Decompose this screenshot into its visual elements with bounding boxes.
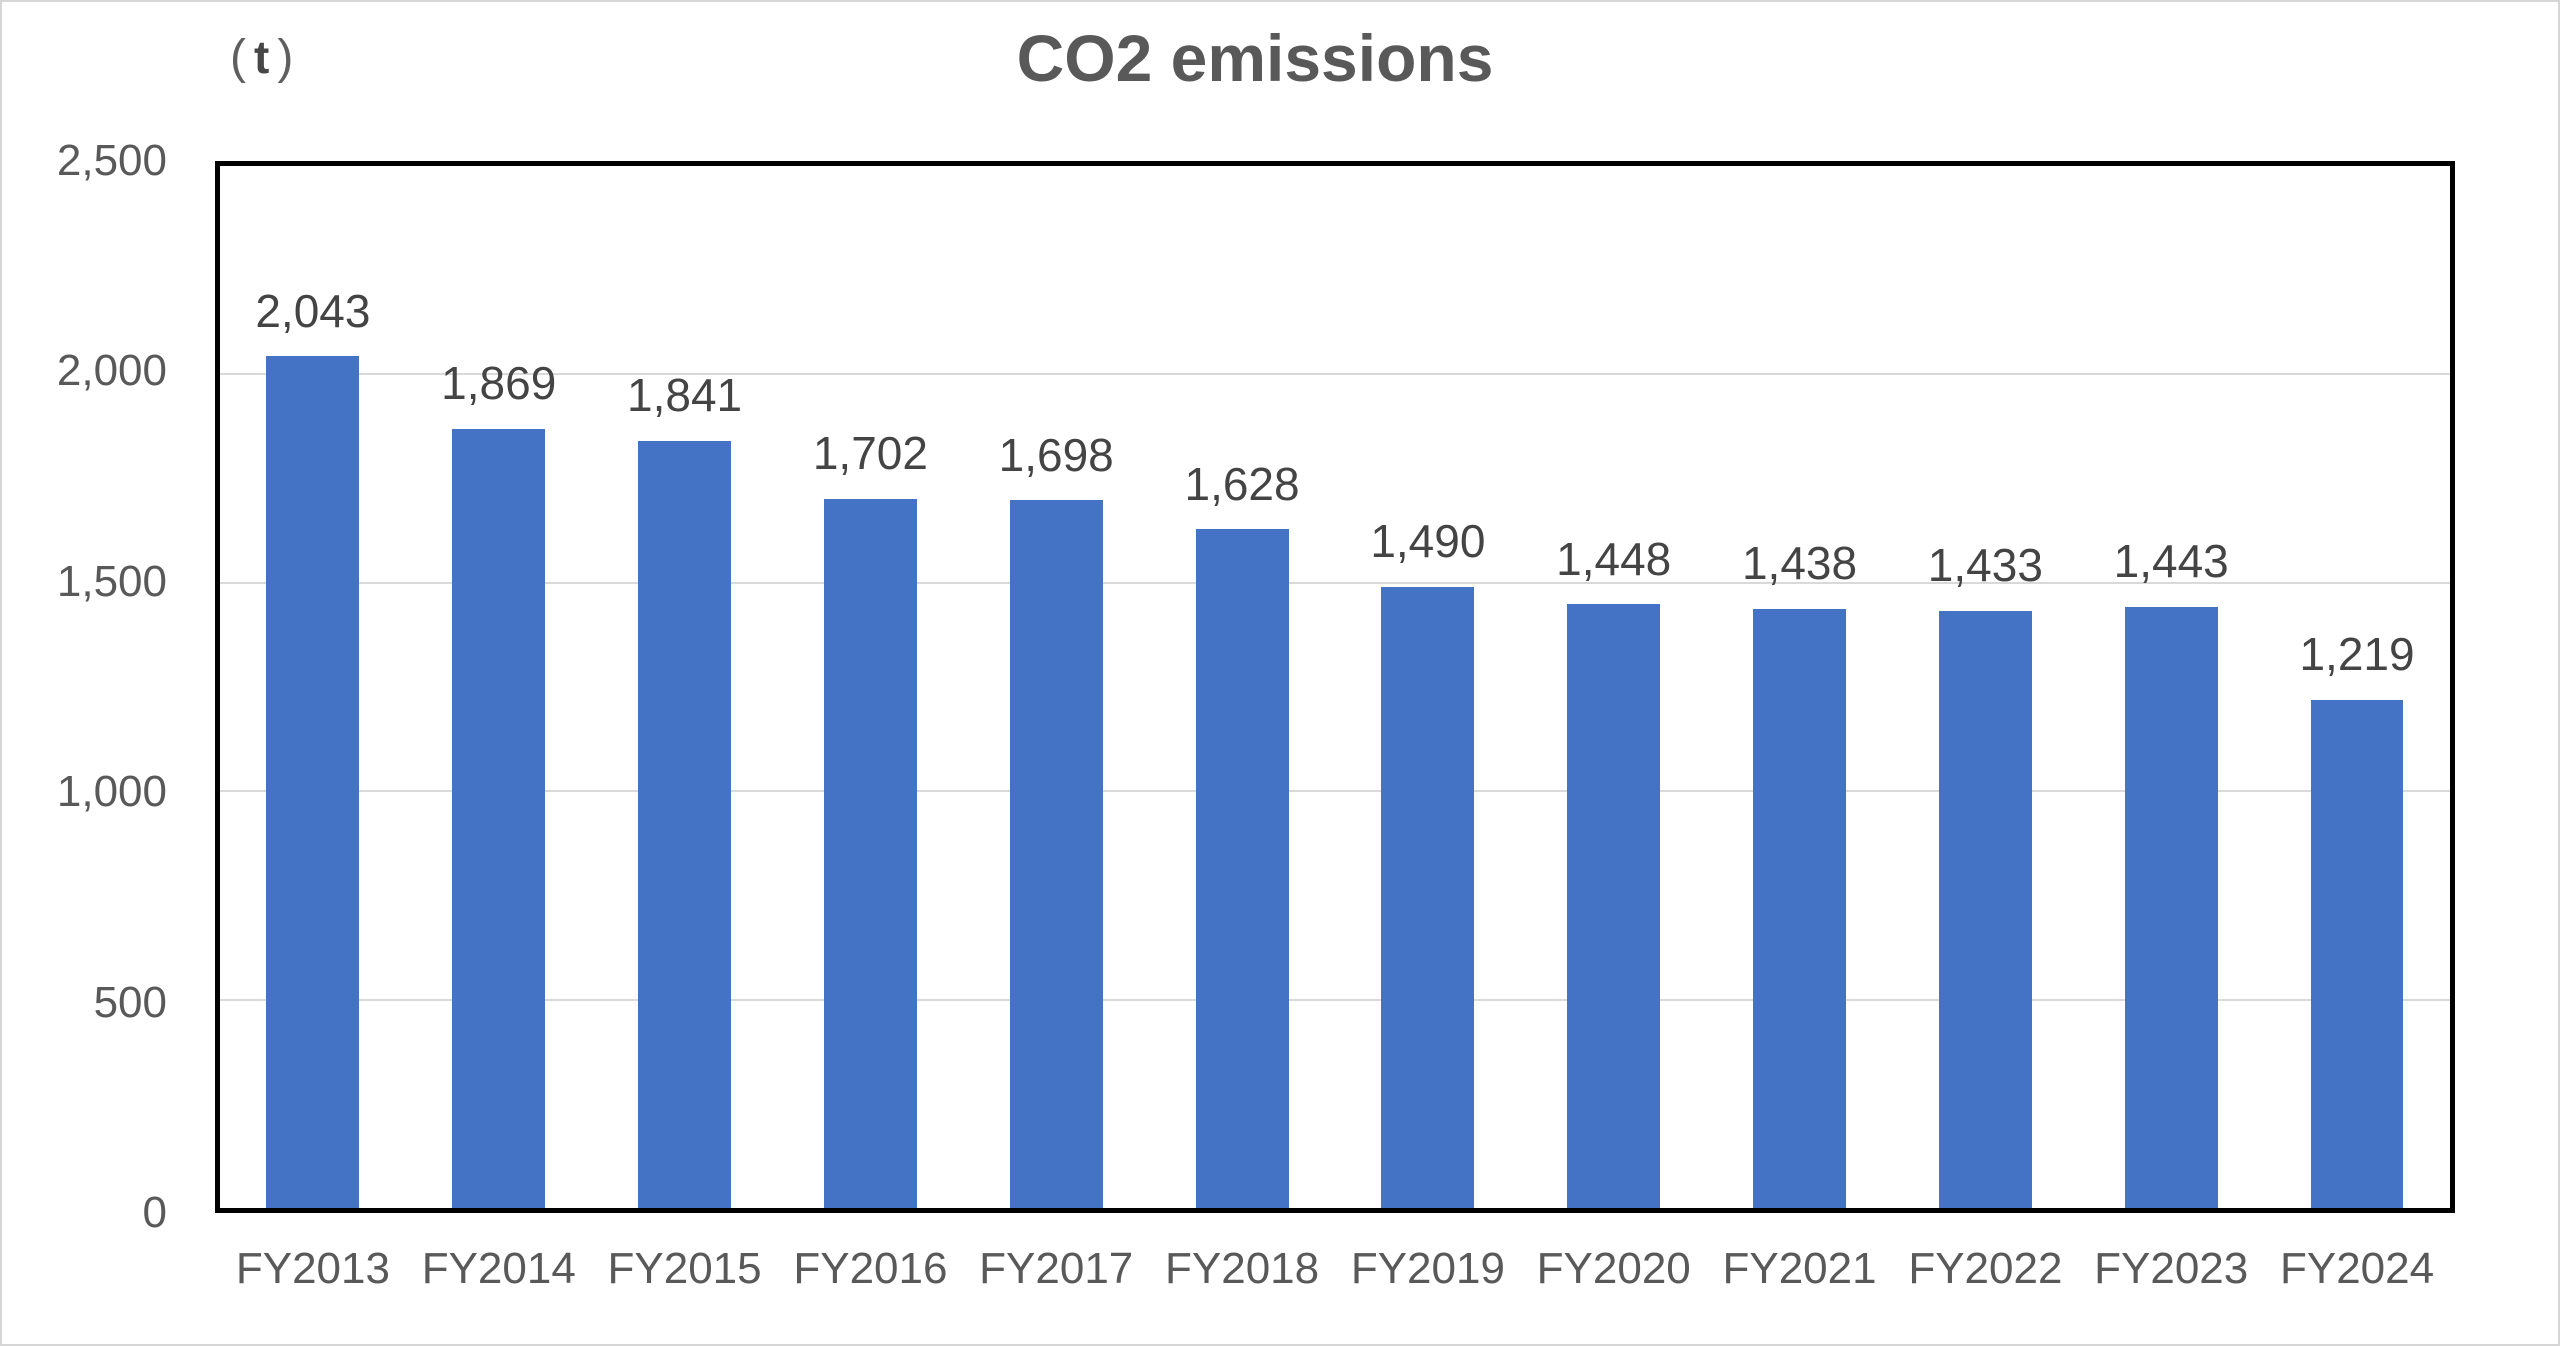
x-axis-tick-label-FY2015: FY2015 [607,1244,762,1293]
bar-data-label-FY2018: 1,628 [1184,457,1300,510]
bar-FY2021 [1753,608,1846,1208]
bar-data-label-FY2015: 1,841 [627,369,743,422]
bar-FY2019 [1381,586,1475,1208]
x-axis: FY2013 FY2014 FY2015 FY2016 FY2017 FY2018 FY20… [220,1244,2450,1294]
bar-FY2014 [452,429,546,1208]
x-axis-tick-label-FY2022: FY2022 [1908,1244,2063,1293]
bar-FY2015 [638,440,732,1208]
x-axis-tick-label-FY2014: FY2014 [421,1244,576,1293]
y-axis-tick-label: 500 [93,977,167,1027]
x-axis-tick-label-FY2016: FY2016 [793,1244,948,1293]
bar-series: 2,043 1,869 1,841 1,702 1,698 1,628 1,490 1,448… [220,166,2450,1208]
bar-FY2013 [266,356,360,1208]
y-axis: 0 500 1,000 1,500 2,000 2,500 [2,136,167,1237]
bar-FY2020 [1567,604,1661,1208]
bar-group-FY2021: 1,438 [1707,166,1893,1208]
bar-FY2016 [823,498,917,1208]
chart-title: CO2 emissions [1016,21,1494,95]
bar-group-FY2016: 1,702 [777,166,963,1208]
bar-group-FY2017: 1,698 [963,166,1149,1208]
bar-data-label-FY2024: 1,219 [2299,628,2415,681]
y-axis-tick-label: 2,500 [56,136,167,185]
bar-group-FY2014: 1,869 [406,166,592,1208]
x-axis-tick-label-FY2020: FY2020 [1536,1244,1691,1293]
bar-data-label-FY2020: 1,448 [1556,532,1672,585]
gridline-1500 [220,581,2450,584]
gridline-500 [220,998,2450,1001]
x-axis-tick-label-FY2018: FY2018 [1165,1244,1320,1293]
bar-data-label-FY2014: 1,869 [441,357,557,410]
x-axis-tick-label-FY2017: FY2017 [979,1244,1134,1293]
bar-group-FY2018: 1,628 [1149,166,1335,1208]
unit-label: (t) [222,30,301,85]
bar-data-label-FY2013: 2,043 [255,284,371,337]
bar-group-FY2022: 1,433 [1892,166,2078,1208]
y-axis-tick-label: 1,500 [56,556,167,606]
x-axis-tick-label-FY2024: FY2024 [2279,1244,2435,1293]
bar-data-label-FY2023: 1,443 [2113,534,2229,587]
bar-FY2024 [2310,699,2404,1208]
bar-data-label-FY2019: 1,490 [1370,515,1486,568]
bar-group-FY2013: 2,043 [220,166,406,1208]
x-axis-tick-label-FY2019: FY2019 [1350,1244,1505,1293]
bar-data-label-FY2021: 1,438 [1741,537,1858,590]
bar-FY2017 [1009,500,1103,1208]
unit-letter: t [253,31,270,83]
y-axis-tick-label: 2,000 [56,346,167,396]
bar-data-label-FY2017: 1,698 [998,428,1114,481]
bar-FY2023 [2124,606,2218,1208]
unit-open-paren: ( [230,31,246,84]
bar-FY2018 [1195,529,1289,1208]
plot-area: 2,043 1,869 1,841 1,702 1,698 1,628 1,490 1,448… [215,161,2455,1213]
bar-group-FY2015: 1,841 [592,166,778,1208]
unit-close-paren: ) [277,31,294,84]
gridlines [220,166,2450,1208]
bar-group-FY2023: 1,443 [2078,166,2264,1208]
x-axis-tick-label-FY2023: FY2023 [2094,1244,2249,1293]
y-axis-tick-label: 1,000 [56,767,167,817]
x-axis-tick-label-FY2021: FY2021 [1722,1244,1877,1293]
gridline-2000 [220,373,2450,376]
bar-FY2022 [1938,610,2032,1208]
bar-data-label-FY2016: 1,702 [812,427,928,480]
bar-data-label-FY2022: 1,433 [1927,539,2043,592]
bar-group-FY2020: 1,448 [1521,166,1707,1208]
gridline-1000 [220,790,2450,793]
x-axis-tick-label-FY2013: FY2013 [235,1244,390,1293]
bar-group-FY2024: 1,219 [2264,166,2450,1208]
bar-group-FY2019: 1,490 [1335,166,1521,1208]
y-axis-tick-label: 0 [142,1188,167,1237]
